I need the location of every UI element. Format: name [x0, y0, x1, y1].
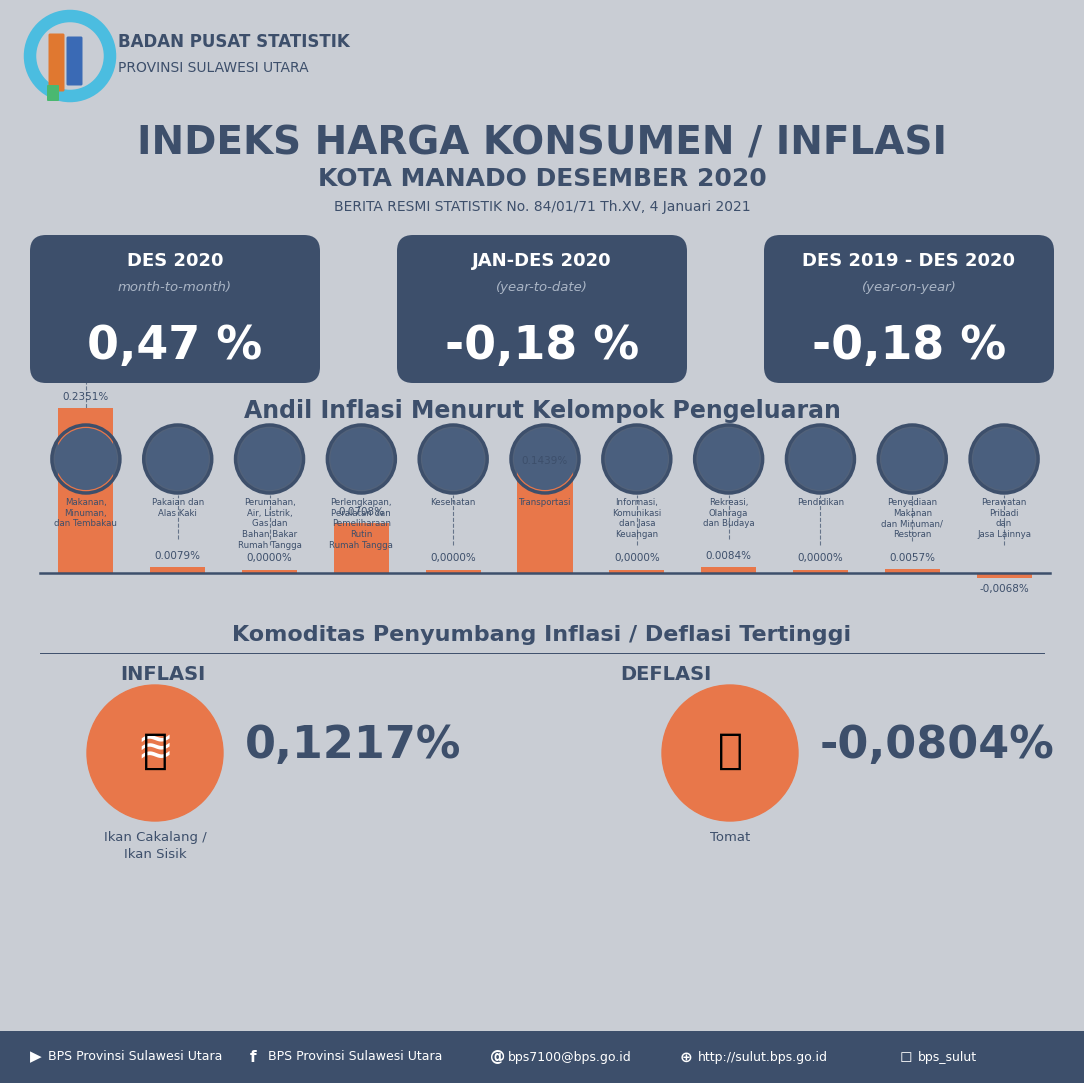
Text: 0,1217%: 0,1217%	[245, 723, 462, 767]
Circle shape	[146, 428, 209, 490]
Circle shape	[331, 428, 392, 490]
Text: (year-to-date): (year-to-date)	[496, 280, 588, 293]
Text: BERITA RESMI STATISTIK No. 84/01/71 Th.XV, 4 Januari 2021: BERITA RESMI STATISTIK No. 84/01/71 Th.X…	[334, 200, 750, 214]
Circle shape	[87, 686, 223, 821]
Text: 0,0000%: 0,0000%	[430, 553, 476, 563]
FancyBboxPatch shape	[66, 37, 82, 86]
Bar	[0, 1031, 1084, 1083]
FancyBboxPatch shape	[764, 235, 1054, 383]
Text: -0,18 %: -0,18 %	[812, 325, 1006, 369]
Text: -0,0068%: -0,0068%	[979, 584, 1029, 593]
Text: Rekreasi,
Olahraga
dan Budaya: Rekreasi, Olahraga dan Budaya	[702, 498, 754, 529]
Text: Pendidikan: Pendidikan	[797, 498, 844, 507]
Text: Perlengkapan,
Peralatan dan
Pemeliharaan
Rutin
Rumah Tangga: Perlengkapan, Peralatan dan Pemeliharaan…	[330, 498, 393, 550]
Circle shape	[238, 428, 300, 490]
Text: BADAN PUSAT STATISTIK: BADAN PUSAT STATISTIK	[118, 32, 350, 51]
Circle shape	[603, 425, 671, 493]
Text: Tomat: Tomat	[710, 831, 750, 844]
Bar	[334, 523, 389, 573]
Text: ⊕: ⊕	[680, 1049, 693, 1065]
Text: KOTA MANADO DESEMBER 2020: KOTA MANADO DESEMBER 2020	[318, 167, 766, 191]
Circle shape	[878, 425, 946, 493]
FancyBboxPatch shape	[47, 84, 59, 101]
Text: ≋: ≋	[137, 727, 173, 770]
Text: Andil Inflasi Menurut Kelompok Pengeluaran: Andil Inflasi Menurut Kelompok Pengeluar…	[244, 399, 840, 423]
Text: Informasi,
Komunikasi
dan Jasa
Keuangan: Informasi, Komunikasi dan Jasa Keuangan	[612, 498, 661, 539]
Bar	[977, 573, 1032, 577]
Text: 0.2351%: 0.2351%	[63, 392, 109, 403]
Text: 0.1439%: 0.1439%	[521, 456, 568, 467]
Circle shape	[787, 425, 854, 493]
Circle shape	[970, 425, 1038, 493]
Text: BPS Provinsi Sulawesi Utara: BPS Provinsi Sulawesi Utara	[268, 1051, 442, 1064]
Text: 0,0000%: 0,0000%	[798, 553, 843, 563]
Circle shape	[327, 425, 396, 493]
Text: Perumahan,
Air, Listrik,
Gas dan
Bahan Bakar
Rumah Tangga: Perumahan, Air, Listrik, Gas dan Bahan B…	[237, 498, 301, 550]
Bar	[426, 570, 480, 573]
Bar	[151, 567, 205, 573]
Text: bps7100@bps.go.id: bps7100@bps.go.id	[508, 1051, 632, 1064]
Text: 🐟: 🐟	[142, 730, 168, 772]
Text: JAN-DES 2020: JAN-DES 2020	[473, 252, 611, 270]
FancyBboxPatch shape	[30, 235, 320, 383]
Circle shape	[420, 425, 487, 493]
Bar	[701, 567, 757, 573]
Text: Makanan,
Minuman,
dan Tembakau: Makanan, Minuman, dan Tembakau	[54, 498, 117, 529]
FancyBboxPatch shape	[397, 235, 687, 383]
Text: DES 2019 - DES 2020: DES 2019 - DES 2020	[802, 252, 1016, 270]
Text: Transportasi: Transportasi	[519, 498, 571, 507]
Text: INDEKS HARGA KONSUMEN / INFLASI: INDEKS HARGA KONSUMEN / INFLASI	[137, 123, 947, 162]
Text: Pakaian dan
Alas Kaki: Pakaian dan Alas Kaki	[152, 498, 204, 518]
Circle shape	[789, 428, 851, 490]
Circle shape	[973, 428, 1035, 490]
Circle shape	[881, 428, 943, 490]
Text: ▶: ▶	[30, 1049, 42, 1065]
Bar	[792, 570, 848, 573]
Text: 0.0084%: 0.0084%	[706, 551, 751, 561]
Text: 🍅: 🍅	[718, 730, 743, 772]
Circle shape	[695, 425, 763, 493]
Bar	[885, 569, 940, 573]
Text: Ikan Cakalang /
Ikan Sisik: Ikan Cakalang / Ikan Sisik	[104, 831, 206, 861]
Text: 0.0079%: 0.0079%	[155, 551, 201, 561]
Circle shape	[606, 428, 668, 490]
Circle shape	[662, 686, 798, 821]
Text: (year-on-year): (year-on-year)	[862, 280, 956, 293]
Text: 0,47 %: 0,47 %	[88, 325, 262, 369]
Text: http://sulut.bps.go.id: http://sulut.bps.go.id	[698, 1051, 828, 1064]
Bar	[517, 472, 572, 573]
Bar	[609, 570, 664, 573]
Circle shape	[422, 428, 485, 490]
Text: month-to-month): month-to-month)	[118, 280, 232, 293]
Text: 0.0057%: 0.0057%	[889, 553, 935, 563]
Text: f: f	[250, 1049, 257, 1065]
Circle shape	[235, 425, 304, 493]
Text: BPS Provinsi Sulawesi Utara: BPS Provinsi Sulawesi Utara	[48, 1051, 222, 1064]
Text: -0,18 %: -0,18 %	[444, 325, 640, 369]
Text: 0.0708%: 0.0708%	[338, 508, 385, 518]
Text: Kesehatan: Kesehatan	[430, 498, 476, 507]
Bar	[59, 408, 114, 573]
Circle shape	[144, 425, 211, 493]
Text: Komoditas Penyumbang Inflasi / Deflasi Tertinggi: Komoditas Penyumbang Inflasi / Deflasi T…	[232, 625, 852, 645]
Text: PROVINSI SULAWESI UTARA: PROVINSI SULAWESI UTARA	[118, 61, 309, 75]
Text: -0,0804%: -0,0804%	[820, 723, 1055, 767]
Text: 0,0000%: 0,0000%	[614, 553, 660, 563]
Text: @: @	[490, 1049, 505, 1065]
Text: DEFLASI: DEFLASI	[620, 665, 711, 684]
Text: DES 2020: DES 2020	[127, 252, 223, 270]
Bar	[242, 570, 297, 573]
Circle shape	[511, 425, 579, 493]
Text: bps_sulut: bps_sulut	[918, 1051, 977, 1064]
Circle shape	[52, 425, 120, 493]
Circle shape	[55, 428, 117, 490]
Text: Penyediaan
Makanan
dan Minuman/
Restoran: Penyediaan Makanan dan Minuman/ Restoran	[881, 498, 943, 539]
FancyBboxPatch shape	[49, 34, 65, 91]
Text: INFLASI: INFLASI	[120, 665, 205, 684]
Circle shape	[514, 428, 576, 490]
Text: Perawatan
Pribadi
dan
Jasa Lainnya: Perawatan Pribadi dan Jasa Lainnya	[977, 498, 1031, 539]
Circle shape	[698, 428, 760, 490]
Text: ◻: ◻	[900, 1049, 913, 1065]
Text: 0,0000%: 0,0000%	[247, 553, 293, 563]
